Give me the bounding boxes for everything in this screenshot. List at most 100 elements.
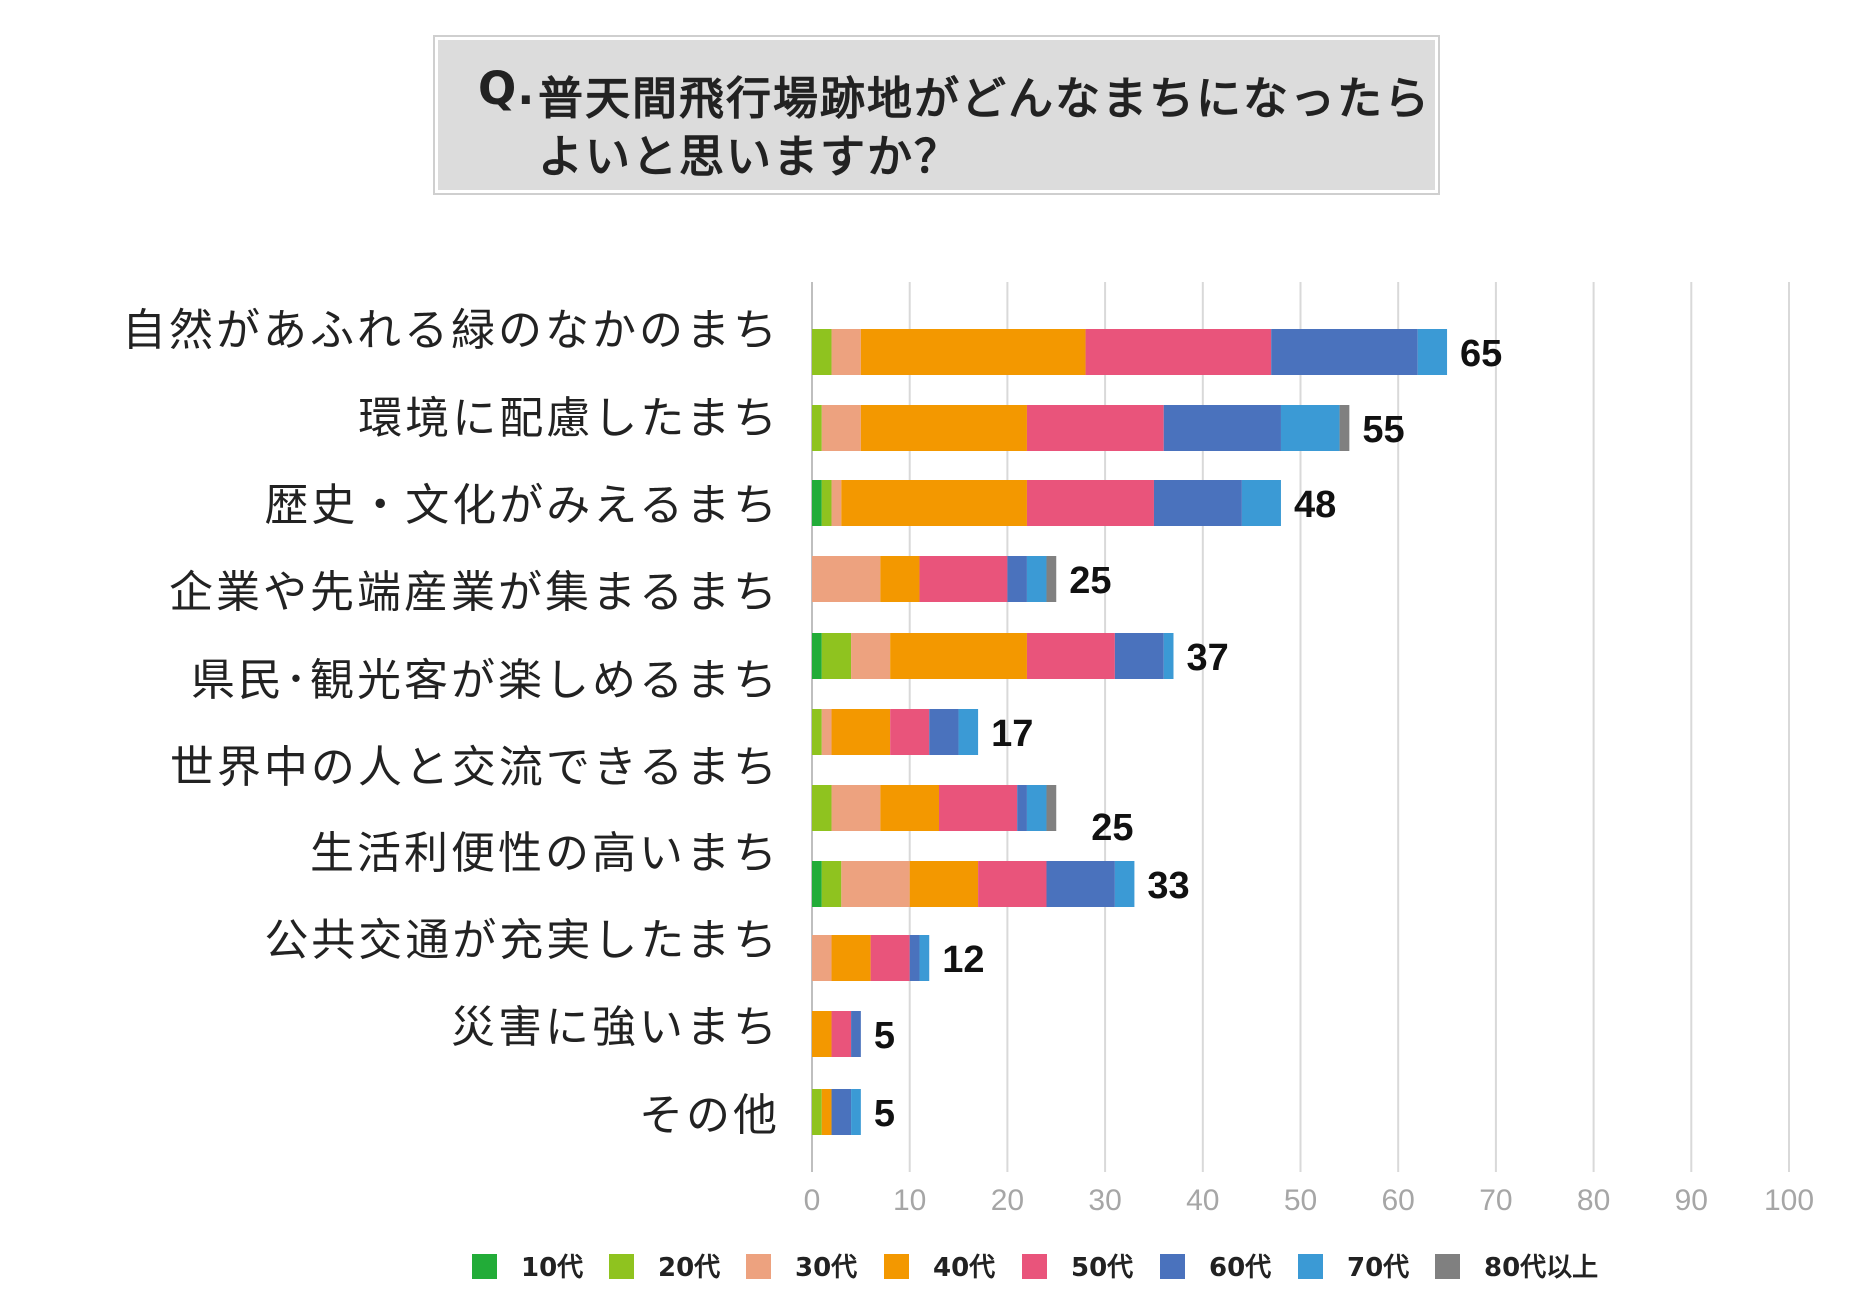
legend-swatch [884,1254,909,1279]
bar-segment [880,785,940,831]
question-title-line-1: 普天間飛行場跡地がどんなまちになったら [538,72,1432,125]
bar-segment [1271,329,1418,375]
x-tick-label: 10 [893,1184,926,1217]
bar-segment [1280,405,1340,451]
question-title-line-2: よいと思いますか？ [538,130,962,183]
bar-segment [880,556,920,602]
bar-segment [1007,556,1027,602]
bar-segment [812,329,832,375]
total-data-label: 65 [1460,333,1502,375]
bar-segment [1163,633,1174,679]
bar-segment [860,329,1086,375]
bar-segment [851,1089,861,1135]
bar-segment [860,405,1027,451]
bar-segment [1026,405,1164,451]
x-tick-label: 30 [1088,1184,1121,1217]
bar-segment [1026,633,1115,679]
category-label: その他 [639,1090,780,1141]
legend-label: 20代 [658,1253,720,1283]
total-data-label: 5 [874,1015,895,1057]
legend-swatch [609,1254,634,1279]
bar-segment [821,405,861,451]
x-tick-label: 100 [1764,1184,1814,1217]
bar-segment [1153,480,1242,526]
bar-segment [1046,556,1057,602]
bar-segment [1085,329,1272,375]
category-label: 企業や先端産業が集まるまち [169,567,780,618]
total-data-label: 55 [1362,409,1404,451]
bar-segment [1339,405,1350,451]
bar-segment [812,1011,832,1057]
bar-segment [1114,633,1164,679]
bar-segment [890,709,930,755]
bar-segment [831,1089,852,1135]
category-label: 県民･観光客が楽しめるまち [191,655,780,706]
legend-label: 70代 [1347,1253,1409,1283]
bar-segment [821,709,832,755]
bar-segment [1017,785,1027,831]
bar-segment [841,861,910,907]
category-label: 自然があふれる緑のなかのまち [122,305,780,356]
legend-swatch [472,1254,497,1279]
bar-segment [831,329,861,375]
bar-segment [831,935,871,981]
category-label: 世界中の人と交流できるまち [170,742,780,793]
x-tick-label: 60 [1382,1184,1415,1217]
category-label: 環境に配慮したまち [358,393,780,444]
bar-segment [821,633,852,679]
bar-segment [831,480,842,526]
x-tick-label: 80 [1577,1184,1610,1217]
total-data-label: 37 [1186,637,1228,679]
total-data-label: 25 [1069,560,1111,602]
bar-segment [812,785,832,831]
legend-swatch [1435,1254,1460,1279]
category-label: 公共交通が充実したまち [264,915,780,966]
bar-segment [812,709,822,755]
question-title-box: Q. 普天間飛行場跡地がどんなまちになったら よいと思いますか？ [433,35,1440,195]
legend-label: 60代 [1209,1253,1271,1283]
bar-segment [812,1089,822,1135]
bar-segment [851,1011,861,1057]
bar-segment [1026,556,1047,602]
bar-segment [841,480,1027,526]
total-data-label: 5 [874,1093,895,1135]
legend-label: 10代 [521,1253,583,1283]
bar-segment [909,861,979,907]
bar-segment [1026,480,1154,526]
bar-segment [821,861,842,907]
legend-label: 30代 [795,1253,857,1283]
total-data-label: 48 [1294,484,1336,526]
bar-segment [1417,329,1448,375]
legend-swatch [1022,1254,1047,1279]
bar-segment [1026,785,1047,831]
total-data-label: 25 [1091,807,1133,849]
bar-segment [929,709,959,755]
bar-segment [821,480,832,526]
bar-segment [1114,861,1135,907]
legend-swatch [1160,1254,1185,1279]
bar-segment [812,556,881,602]
bar-segment [812,935,832,981]
total-data-label: 17 [991,713,1033,755]
legend-swatch [746,1254,771,1279]
question-mark: Q. [478,62,536,115]
legend-swatch [1298,1254,1323,1279]
total-data-label: 12 [942,939,984,981]
bar-segment [831,1011,852,1057]
category-label: 歴史・文化がみえるまち [264,480,780,531]
x-tick-label: 90 [1675,1184,1708,1217]
bar-segment [1046,861,1115,907]
bar-segment [919,556,1008,602]
x-tick-label: 70 [1479,1184,1512,1217]
bar-segment [821,1089,832,1135]
bar-segment [1241,480,1281,526]
total-data-label: 33 [1147,865,1189,907]
bar-segment [851,633,891,679]
bar-segment [890,633,1027,679]
bar-segment [831,709,891,755]
bar-segment [812,480,822,526]
bar-segment [909,935,920,981]
category-label: 生活利便性の高いまち [310,828,780,879]
legend-label: 50代 [1071,1253,1133,1283]
